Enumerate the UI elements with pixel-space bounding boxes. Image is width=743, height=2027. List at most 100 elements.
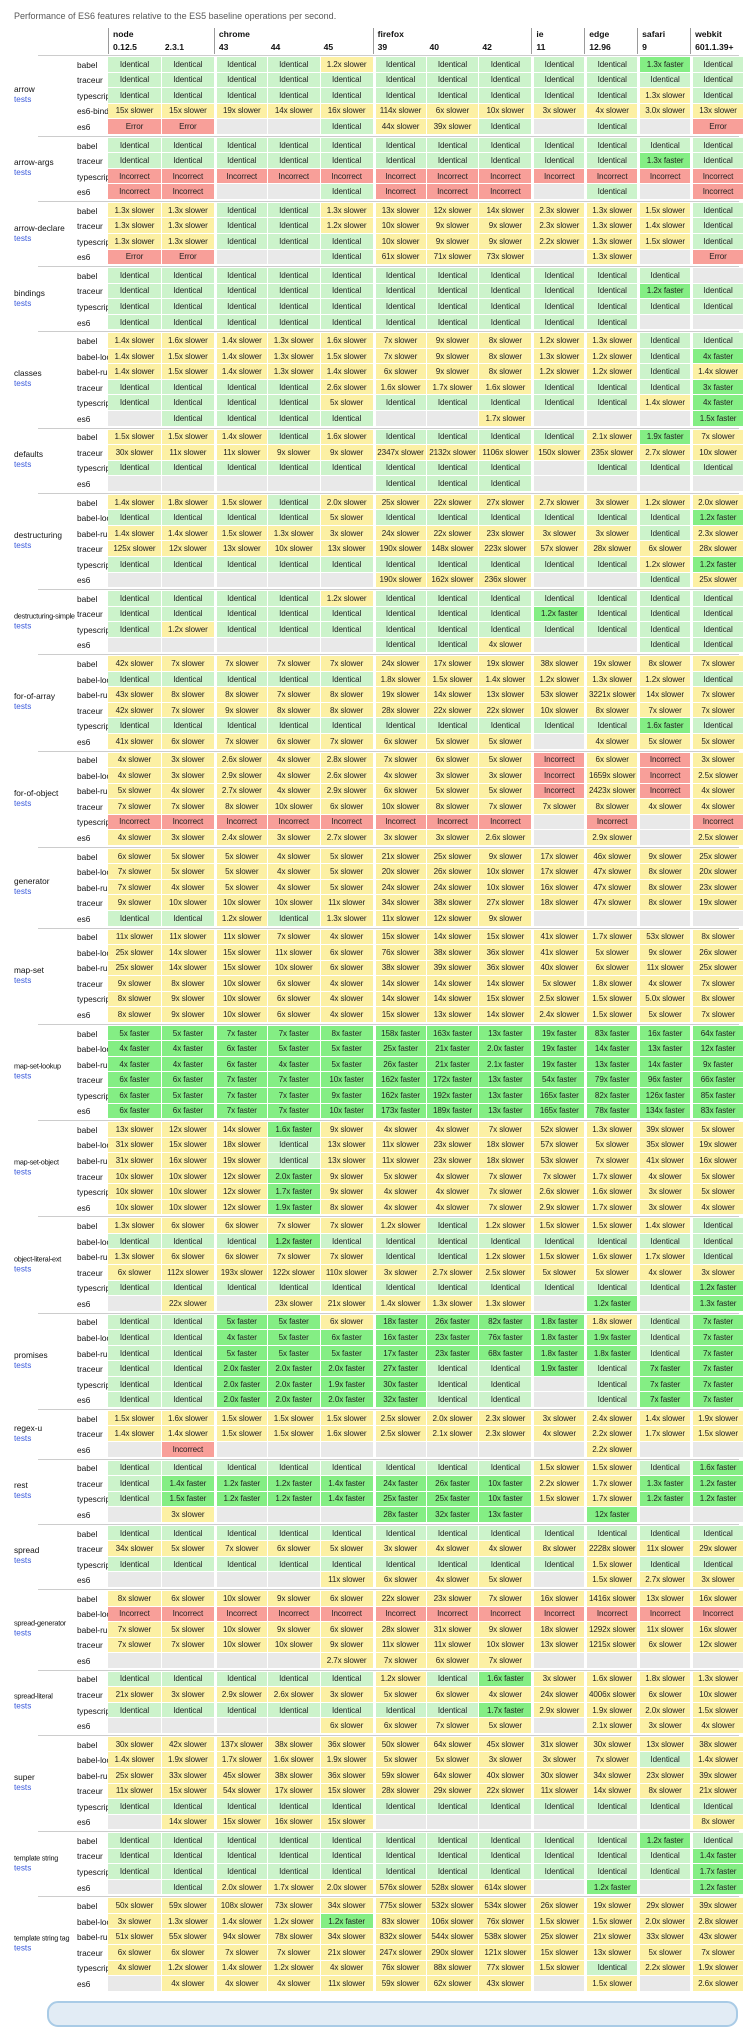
result-cell: 126x faster	[637, 1088, 691, 1103]
result-cell	[584, 1653, 638, 1668]
tests-link[interactable]: tests	[14, 1701, 32, 1711]
tests-link[interactable]: tests	[14, 233, 32, 243]
result-cell: 9x slower	[637, 945, 691, 960]
result-cell: 2.9x slower	[213, 1687, 267, 1702]
result-cell: 10x slower	[160, 895, 214, 910]
tests-link[interactable]: tests	[14, 379, 32, 389]
result-cell: 2.2x slower	[531, 234, 585, 249]
result-cell: 2.1x faster	[478, 1056, 532, 1072]
results-table-body: arrow tests babel Identical Identical Identic…	[0, 54, 743, 1992]
variant-label: es6	[77, 317, 91, 328]
tests-link[interactable]: tests	[14, 1491, 32, 1501]
tests-link[interactable]: tests	[14, 1433, 32, 1443]
tests-link[interactable]: tests	[14, 1264, 32, 1274]
tests-link[interactable]: tests	[14, 1863, 32, 1873]
result-cell: 13x faster	[478, 1072, 532, 1087]
result-cell: Identical	[160, 510, 214, 525]
result-cell	[213, 1718, 267, 1733]
result-cell: Identical	[319, 153, 373, 168]
tests-link[interactable]: tests	[14, 975, 32, 985]
feature-name: for-of-array	[14, 691, 56, 702]
result-cell: 5x slower	[319, 879, 373, 895]
result-cell: 4x faster	[108, 1041, 161, 1056]
result-cell	[531, 637, 585, 653]
tests-link[interactable]: tests	[14, 540, 32, 550]
result-cell	[213, 1653, 267, 1668]
feature-group-label: map-set tests	[14, 965, 44, 985]
result-cell: 11x slower	[266, 945, 320, 960]
result-cell: Identical	[266, 411, 320, 426]
result-cell: 7x faster	[637, 1392, 691, 1407]
result-cell: 62x slower	[425, 1976, 479, 1991]
result-cell: 6x faster	[213, 1041, 267, 1056]
result-cell: Identical	[213, 556, 267, 572]
result-cell: 19x faster	[531, 1041, 585, 1056]
result-cell: 1.5x slower	[160, 364, 214, 379]
result-cell: Identical	[637, 1345, 691, 1361]
tests-link[interactable]: tests	[14, 1071, 32, 1081]
result-cell	[531, 1392, 585, 1407]
result-cell: 1.3x slower	[160, 1913, 214, 1929]
variant-label: es6	[77, 913, 91, 924]
result-cell: 1.5x slower	[584, 991, 638, 1007]
result-cell: 4x slower	[425, 1541, 479, 1556]
tests-link[interactable]: tests	[14, 1556, 32, 1566]
result-cell: 59x slower	[160, 1898, 214, 1913]
result-cell: Identical	[478, 1233, 532, 1249]
result-cell: 7x slower	[319, 1218, 373, 1233]
result-row: traceur 1.3x slower 1.3x slower Identical Id…	[0, 218, 743, 234]
result-cell: 1.2x faster	[319, 1913, 373, 1929]
result-row: traceur Identical 1.4x faster 1.2x faster 1.…	[0, 1476, 743, 1492]
result-cell: 106x slower	[425, 1913, 479, 1929]
result-cell: Identical	[531, 429, 585, 445]
result-cell: 5x slower	[690, 1122, 743, 1137]
result-cell: 5x slower	[108, 783, 161, 799]
tests-link[interactable]: tests	[14, 1943, 32, 1953]
tests-link[interactable]: tests	[14, 298, 32, 308]
tests-link[interactable]: tests	[14, 1783, 32, 1793]
result-cell: Identical	[266, 88, 320, 103]
variant-label: es6	[77, 736, 91, 747]
tests-link[interactable]: tests	[14, 1167, 32, 1177]
result-cell: 7x slower	[478, 1122, 532, 1137]
result-cell: Identical	[531, 299, 585, 314]
result-cell: 9x slower	[425, 234, 479, 249]
result-cell: Identical	[425, 1249, 479, 1265]
tests-link[interactable]: tests	[14, 168, 32, 178]
result-cell: Identical	[478, 476, 532, 491]
result-cell: 53x slower	[637, 929, 691, 945]
tests-link[interactable]: tests	[14, 1628, 32, 1638]
tests-link[interactable]: tests	[14, 887, 32, 897]
tests-link[interactable]: tests	[14, 621, 32, 631]
result-cell: Identical	[266, 510, 320, 525]
tests-link[interactable]: tests	[14, 702, 32, 712]
feature-group: arrow-args tests babel Identical Identical Id…	[0, 135, 743, 200]
result-cell: Identical	[319, 119, 373, 134]
variant-label: typescript	[77, 398, 113, 409]
tests-link[interactable]: tests	[14, 798, 32, 808]
tests-link[interactable]: tests	[14, 460, 32, 470]
tests-link[interactable]: tests	[14, 95, 32, 105]
result-cell: 6x slower	[108, 848, 161, 864]
result-row: es6 Incorrect 2.2x slower	[0, 1442, 743, 1458]
result-cell: 6x slower	[425, 752, 479, 768]
result-cell: 7x slower	[478, 1199, 532, 1215]
result-cell: 290x slower	[425, 1944, 479, 1960]
result-row: traceur 11x slower 15x slower 54x slower 17x…	[0, 1783, 743, 1800]
result-cell: 1.7x faster	[266, 1184, 320, 1199]
result-cell: 1.7x slower	[584, 1491, 638, 1507]
tests-link[interactable]: tests	[14, 1360, 32, 1370]
feature-group-label: template string tests	[14, 1853, 58, 1872]
result-cell: 10x slower	[108, 1184, 161, 1199]
result-cell: Incorrect	[213, 168, 267, 184]
result-cell: Identical	[425, 88, 479, 103]
variant-label: es6	[77, 1106, 91, 1117]
result-cell: Identical	[266, 591, 320, 606]
result-cell: 2.0x faster	[213, 1392, 267, 1407]
result-row: traceur 30x slower 11x slower 11x slower 9x …	[0, 445, 743, 461]
result-cell: 10x slower	[213, 1637, 267, 1653]
result-cell: 3x slower	[531, 103, 585, 119]
result-row: es6 11x slower 6x slower 4x slower 5x slower…	[0, 1572, 743, 1588]
result-cell: 4x slower	[425, 1122, 479, 1137]
variant-label: es6	[77, 1444, 91, 1455]
